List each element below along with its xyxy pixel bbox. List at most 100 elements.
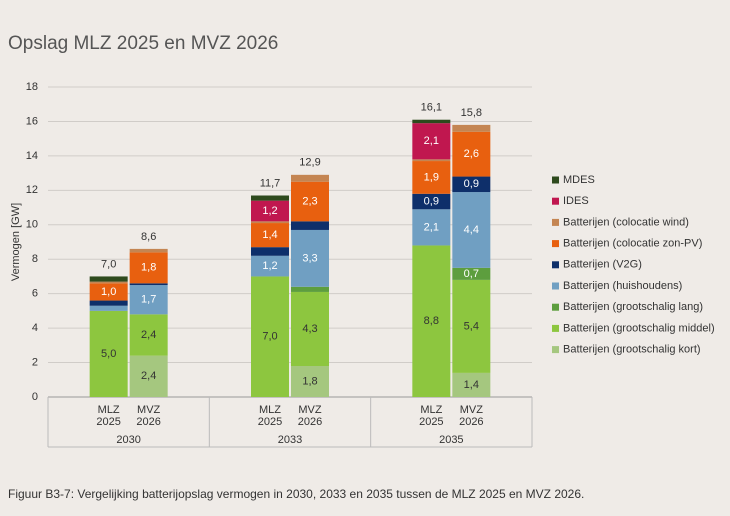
bar-segment: [291, 221, 329, 230]
bar-segment: [291, 366, 329, 397]
value-label: 1,8: [141, 262, 156, 274]
chart-title: Opslag MLZ 2025 en MVZ 2026: [8, 33, 278, 54]
value-label: 0,9: [424, 195, 439, 207]
bar-segment: [129, 248, 168, 253]
value-label: 4,4: [464, 224, 479, 236]
value-label: 1,0: [101, 286, 116, 298]
x-tick-label: MLZ: [98, 404, 120, 416]
bar-segment: [291, 229, 329, 287]
bar-segment: [291, 174, 329, 182]
legend-label: Batterijen (grootschalig lang): [563, 301, 703, 313]
x-tick-label: 2025: [258, 416, 282, 428]
value-label: 2,1: [424, 135, 439, 147]
legend-swatch: [552, 197, 559, 205]
value-label: 3,3: [302, 252, 317, 264]
bar-segment: [412, 161, 451, 194]
bar-segment: [452, 124, 491, 132]
legend-label: MDES: [563, 174, 595, 186]
group-label: 2030: [116, 434, 140, 446]
caption: Figuur B3-7: Vergelijking batterijopslag…: [8, 487, 584, 501]
value-label: 2,3: [302, 195, 317, 207]
bar-segment: [129, 252, 168, 284]
bar-segment: [89, 300, 128, 306]
bar-segment: [452, 192, 491, 268]
bar-segment: [129, 285, 168, 315]
bar-segment: [412, 159, 451, 162]
bar-segment: [89, 276, 128, 282]
bar-segment: [89, 305, 128, 311]
bar-segment: [89, 310, 128, 397]
value-label: 5,0: [101, 348, 116, 360]
legend-label: Batterijen (colocatie wind): [563, 216, 689, 228]
bar-segment: [412, 245, 451, 397]
value-label: 1,9: [424, 171, 439, 183]
y-axis-label: Vermogen [GW]: [10, 203, 22, 281]
value-label: 5,4: [464, 320, 479, 332]
value-label: 4,3: [302, 323, 317, 335]
y-tick-label: 4: [32, 322, 38, 334]
group-label: 2035: [439, 434, 463, 446]
total-label: 15,8: [461, 107, 482, 119]
x-tick-label: 2026: [459, 416, 483, 428]
bar-segment: [291, 181, 329, 222]
legend-label: Batterijen (V2G): [563, 259, 642, 271]
value-label: 8,8: [424, 315, 439, 327]
bar-segment: [251, 223, 289, 248]
value-label: 2,4: [141, 329, 156, 341]
bar-segment: [412, 193, 451, 210]
x-tick-label: 2026: [136, 416, 160, 428]
value-label: 1,8: [302, 375, 317, 387]
y-tick-label: 0: [32, 391, 38, 403]
y-tick-label: 10: [26, 219, 38, 231]
bar-segment: [452, 279, 491, 373]
bar-segment: [129, 314, 168, 356]
total-label: 12,9: [299, 157, 320, 169]
legend-swatch: [552, 282, 559, 290]
total-label: 16,1: [421, 102, 442, 114]
x-tick-label: MLZ: [420, 404, 442, 416]
bar-segment: [412, 123, 451, 160]
bar-segment: [129, 283, 168, 286]
value-label: 2,6: [464, 148, 479, 160]
value-label: 2,1: [424, 221, 439, 233]
legend-label: Batterijen (grootschalig kort): [563, 344, 701, 356]
y-tick-label: 6: [32, 288, 38, 300]
value-label: 1,7: [141, 294, 156, 306]
bar-segment: [89, 281, 128, 284]
bar-segment: [291, 286, 329, 292]
bar-segment: [251, 255, 289, 277]
bar-segment: [412, 119, 451, 124]
legend-swatch: [552, 240, 559, 248]
legend-label: Batterijen (grootschalig middel): [563, 322, 715, 334]
x-tick-label: 2025: [419, 416, 443, 428]
y-tick-label: 12: [26, 184, 38, 196]
bar-segment: [412, 209, 451, 246]
value-label: 0,9: [464, 178, 479, 190]
y-tick-label: 14: [26, 150, 38, 162]
y-tick-label: 18: [26, 81, 38, 93]
legend-swatch: [552, 176, 559, 184]
total-label: 7,0: [101, 258, 116, 270]
value-label: 1,4: [464, 379, 479, 391]
x-tick-label: MVZ: [298, 404, 322, 416]
x-tick-label: MLZ: [259, 404, 281, 416]
bar-segment: [251, 221, 289, 224]
bar-segment: [452, 267, 491, 280]
value-label: 1,2: [262, 205, 277, 217]
y-tick-label: 2: [32, 356, 38, 368]
bar-segment: [452, 176, 491, 193]
total-label: 8,6: [141, 231, 156, 243]
legend-swatch: [552, 261, 559, 269]
legend-swatch: [552, 218, 559, 226]
bar-segment: [89, 283, 128, 301]
bar-segment: [291, 291, 329, 366]
total-label: 11,7: [260, 177, 281, 189]
legend-swatch: [552, 303, 559, 311]
bar-segment: [129, 355, 168, 397]
bar-segment: [251, 200, 289, 222]
y-tick-label: 16: [26, 115, 38, 127]
bar-segment: [452, 131, 491, 177]
x-tick-label: 2026: [298, 416, 322, 428]
legend-swatch: [552, 324, 559, 332]
